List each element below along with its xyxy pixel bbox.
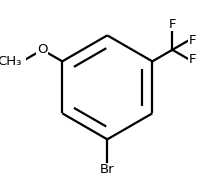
Text: O: O [37, 43, 48, 56]
Text: Br: Br [100, 163, 115, 176]
Text: F: F [189, 53, 197, 66]
Text: F: F [169, 18, 176, 31]
Text: F: F [189, 34, 197, 47]
Text: CH₃: CH₃ [0, 55, 21, 68]
